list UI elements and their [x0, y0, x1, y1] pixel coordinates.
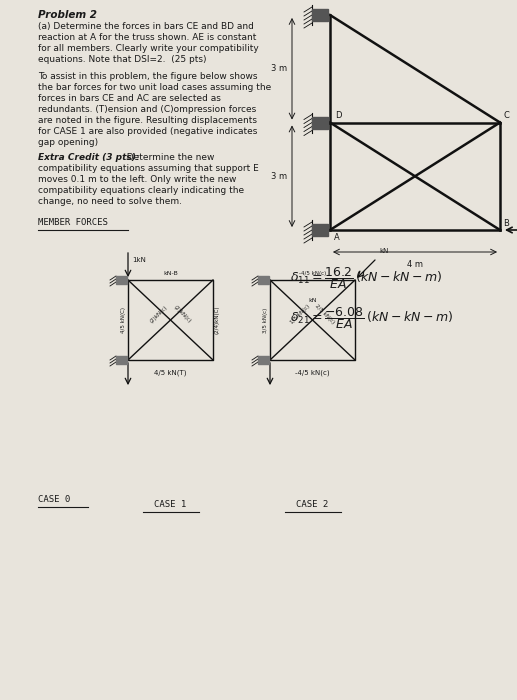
Text: A: A [334, 233, 340, 242]
Text: 4/5 kN(C): 4/5 kN(C) [121, 307, 126, 333]
Text: -4/5 kN(c): -4/5 kN(c) [299, 271, 326, 276]
Bar [312, 9, 328, 21]
Text: B: B [503, 219, 509, 228]
Text: $\delta_{11} = \dfrac{16.2}{EA}\,(kN-kN-m)$: $\delta_{11} = \dfrac{16.2}{EA}\,(kN-kN-… [290, 265, 442, 291]
Text: Determine the new: Determine the new [121, 153, 215, 162]
Text: 4 m: 4 m [407, 260, 423, 269]
Text: 3 m: 3 m [271, 64, 287, 74]
Text: the bar forces for two unit load cases assuming the: the bar forces for two unit load cases a… [38, 83, 271, 92]
Text: compatibility equations assuming that support E: compatibility equations assuming that su… [38, 164, 258, 173]
Text: 3 m: 3 m [271, 172, 287, 181]
Bar [116, 356, 127, 364]
Text: forces in bars CE and AC are selected as: forces in bars CE and AC are selected as [38, 94, 221, 103]
Text: gap opening): gap opening) [38, 138, 98, 147]
Text: Problem 2: Problem 2 [38, 10, 97, 20]
Bar [258, 276, 269, 284]
Text: $\delta_{21} = \dfrac{-6.08}{EA}\,(kN-kN-m)$: $\delta_{21} = \dfrac{-6.08}{EA}\,(kN-kN… [290, 305, 453, 331]
Text: equations. Note that DSI=2.  (25 pts): equations. Note that DSI=2. (25 pts) [38, 55, 206, 64]
Text: for CASE 1 are also provided (negative indicates: for CASE 1 are also provided (negative i… [38, 127, 257, 136]
Text: are noted in the figure. Resulting displacements: are noted in the figure. Resulting displ… [38, 116, 257, 125]
Bar [312, 224, 328, 236]
Text: (2)kN(c): (2)kN(c) [149, 304, 168, 323]
Text: change, no need to solve them.: change, no need to solve them. [38, 197, 182, 206]
Text: CASE 1: CASE 1 [155, 500, 187, 509]
Text: C: C [503, 111, 509, 120]
Bar [116, 276, 127, 284]
Text: compatibility equations clearly indicating the: compatibility equations clearly indicati… [38, 186, 244, 195]
Bar [312, 116, 328, 129]
Text: 1kN: 1kN [132, 257, 146, 263]
Text: -4/5 kN(c): -4/5 kN(c) [295, 370, 330, 377]
Text: To assist in this problem, the figure below shows: To assist in this problem, the figure be… [38, 72, 257, 81]
Text: (2)kN(c): (2)kN(c) [173, 304, 192, 323]
Text: (2/4)kN(C): (2/4)kN(C) [215, 306, 220, 335]
Text: CASE 2: CASE 2 [296, 500, 329, 509]
Text: for all members. Clearly write your compatibility: for all members. Clearly write your comp… [38, 44, 258, 53]
Text: 1/5 kN(c): 1/5 kN(c) [290, 303, 311, 325]
Text: D: D [335, 111, 342, 120]
Text: 2/5 kN(c): 2/5 kN(c) [314, 303, 335, 325]
Text: redundants. (T)ension and (C)ompression forces: redundants. (T)ension and (C)ompression … [38, 105, 256, 114]
Text: reaction at A for the truss shown. AE is constant: reaction at A for the truss shown. AE is… [38, 33, 256, 42]
Text: Extra Credit (3 pts):: Extra Credit (3 pts): [38, 153, 140, 162]
Text: kN-B: kN-B [163, 271, 178, 276]
Text: 3/5 kN(c): 3/5 kN(c) [263, 307, 268, 332]
Text: moves 0.1 m to the left. Only write the new: moves 0.1 m to the left. Only write the … [38, 175, 236, 184]
Bar [258, 356, 269, 364]
Text: 4/5 kN(T): 4/5 kN(T) [154, 370, 187, 377]
Text: MEMBER FORCES: MEMBER FORCES [38, 218, 108, 227]
Text: (a) Determine the forces in bars CE and BD and: (a) Determine the forces in bars CE and … [38, 22, 254, 31]
Text: kN: kN [379, 248, 388, 254]
Text: kN: kN [308, 298, 317, 302]
Text: CASE 0: CASE 0 [38, 495, 70, 504]
